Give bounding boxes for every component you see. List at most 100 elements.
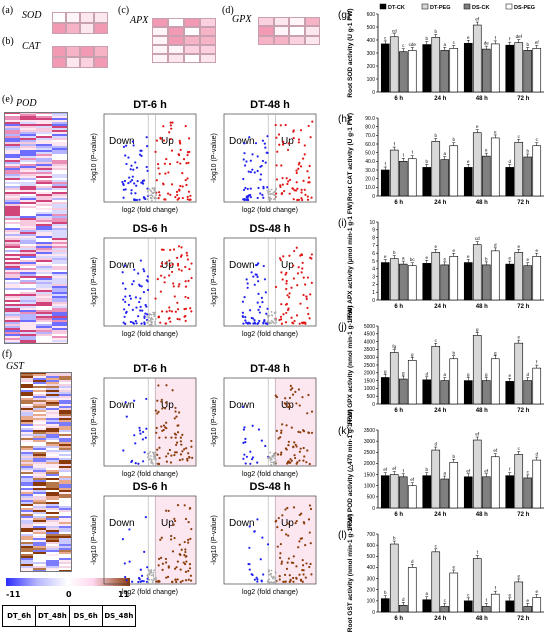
up-point [156,162,160,166]
down-point [121,180,124,184]
up-label: Up [281,260,294,271]
heatmap-cell [33,486,47,489]
heatmap-cell [33,450,47,453]
up-point [179,568,182,571]
up-point [297,266,300,269]
heatmap-cell [46,394,60,397]
heatmap-cell [4,134,21,137]
up-point [183,448,186,451]
down-point [246,187,249,191]
heatmap-cell [20,398,34,401]
up-point [305,297,308,301]
down-point [260,579,263,582]
up-point [307,518,311,521]
significance-letter: d [402,597,405,602]
up-point [179,162,182,165]
significance-letter: e [452,565,455,570]
bar [490,456,500,509]
y-tick-label: 300 [367,576,376,582]
down-point [242,198,245,201]
bar [440,264,450,301]
bar [532,459,542,509]
ns-point [272,461,274,464]
up-point [168,309,171,312]
up-point [181,171,184,175]
up-point [293,319,296,323]
down-point [261,301,264,304]
heatmap-cell [46,534,60,537]
down-label: Down [229,260,255,271]
up-point [280,431,283,434]
heatmap-cell [52,296,69,299]
up-point [165,460,168,463]
heatmap-cell [33,474,47,477]
heatmap-cell [33,506,47,509]
heatmap-cell [33,558,47,561]
up-point [175,190,179,193]
up-point [184,319,187,323]
heatmap-cell [52,308,69,311]
heatmap-cell [46,550,60,553]
heatmap-cell [20,216,37,219]
up-point [295,445,298,448]
heatmap-cell [36,228,53,231]
up-point [184,562,187,566]
heatmap-cell [200,54,216,63]
x-tick-label: 6 h [394,616,403,622]
down-point [248,568,251,571]
heatmap-cell [59,546,73,549]
up-point [168,162,172,166]
heatmap-cell [20,140,37,143]
heatmap-cell [4,308,21,311]
heatmap-cell [36,156,53,159]
heatmap-cell [52,300,69,303]
heatmap-cell [46,384,60,387]
up-point [172,523,175,526]
heatmap-cell [52,216,69,219]
y-tick-label: 4500 [364,332,375,338]
heatmap-cell [59,378,73,381]
up-point [285,424,288,427]
heatmap-cell [59,560,73,563]
heatmap-cell [20,144,37,147]
ns-point [147,581,150,584]
panel-label-c: (c) [118,5,130,16]
up-point [184,178,187,182]
up-label: Up [281,136,294,147]
heatmap-cell [20,242,37,245]
heatmap-cell [52,336,69,339]
up-point [160,398,163,402]
heatmap-cell [4,142,21,145]
down-point [145,305,148,308]
up-point [158,446,161,449]
bar [490,137,500,197]
down-point [244,441,247,444]
heatmap-cell [80,12,94,23]
up-point [281,176,284,180]
heatmap-cell [20,554,34,557]
ns-point [153,451,156,454]
heatmap-cell [46,488,60,491]
heatmap-cell [36,214,53,217]
up-point [281,278,284,281]
down-point [256,518,259,521]
up-point [306,170,309,173]
heatmap-cell [52,266,69,269]
up-point [298,573,301,576]
up-point [274,123,277,127]
heatmap-cell [4,178,21,181]
heatmap-cell [4,202,21,205]
heatmap-cell [36,182,53,185]
up-point [177,153,180,156]
up-point [308,317,311,320]
heatmap-cell [20,388,34,391]
up-label: Up [161,260,174,271]
heatmap-cell [4,234,21,237]
up-point [159,265,163,268]
heatmap-cell [46,504,60,507]
heatmap-cell [36,136,53,139]
heatmap-cell [20,552,34,555]
heatmap-cell [36,262,53,265]
heatmap-cell [4,214,21,217]
heatmap-cell [52,304,69,307]
